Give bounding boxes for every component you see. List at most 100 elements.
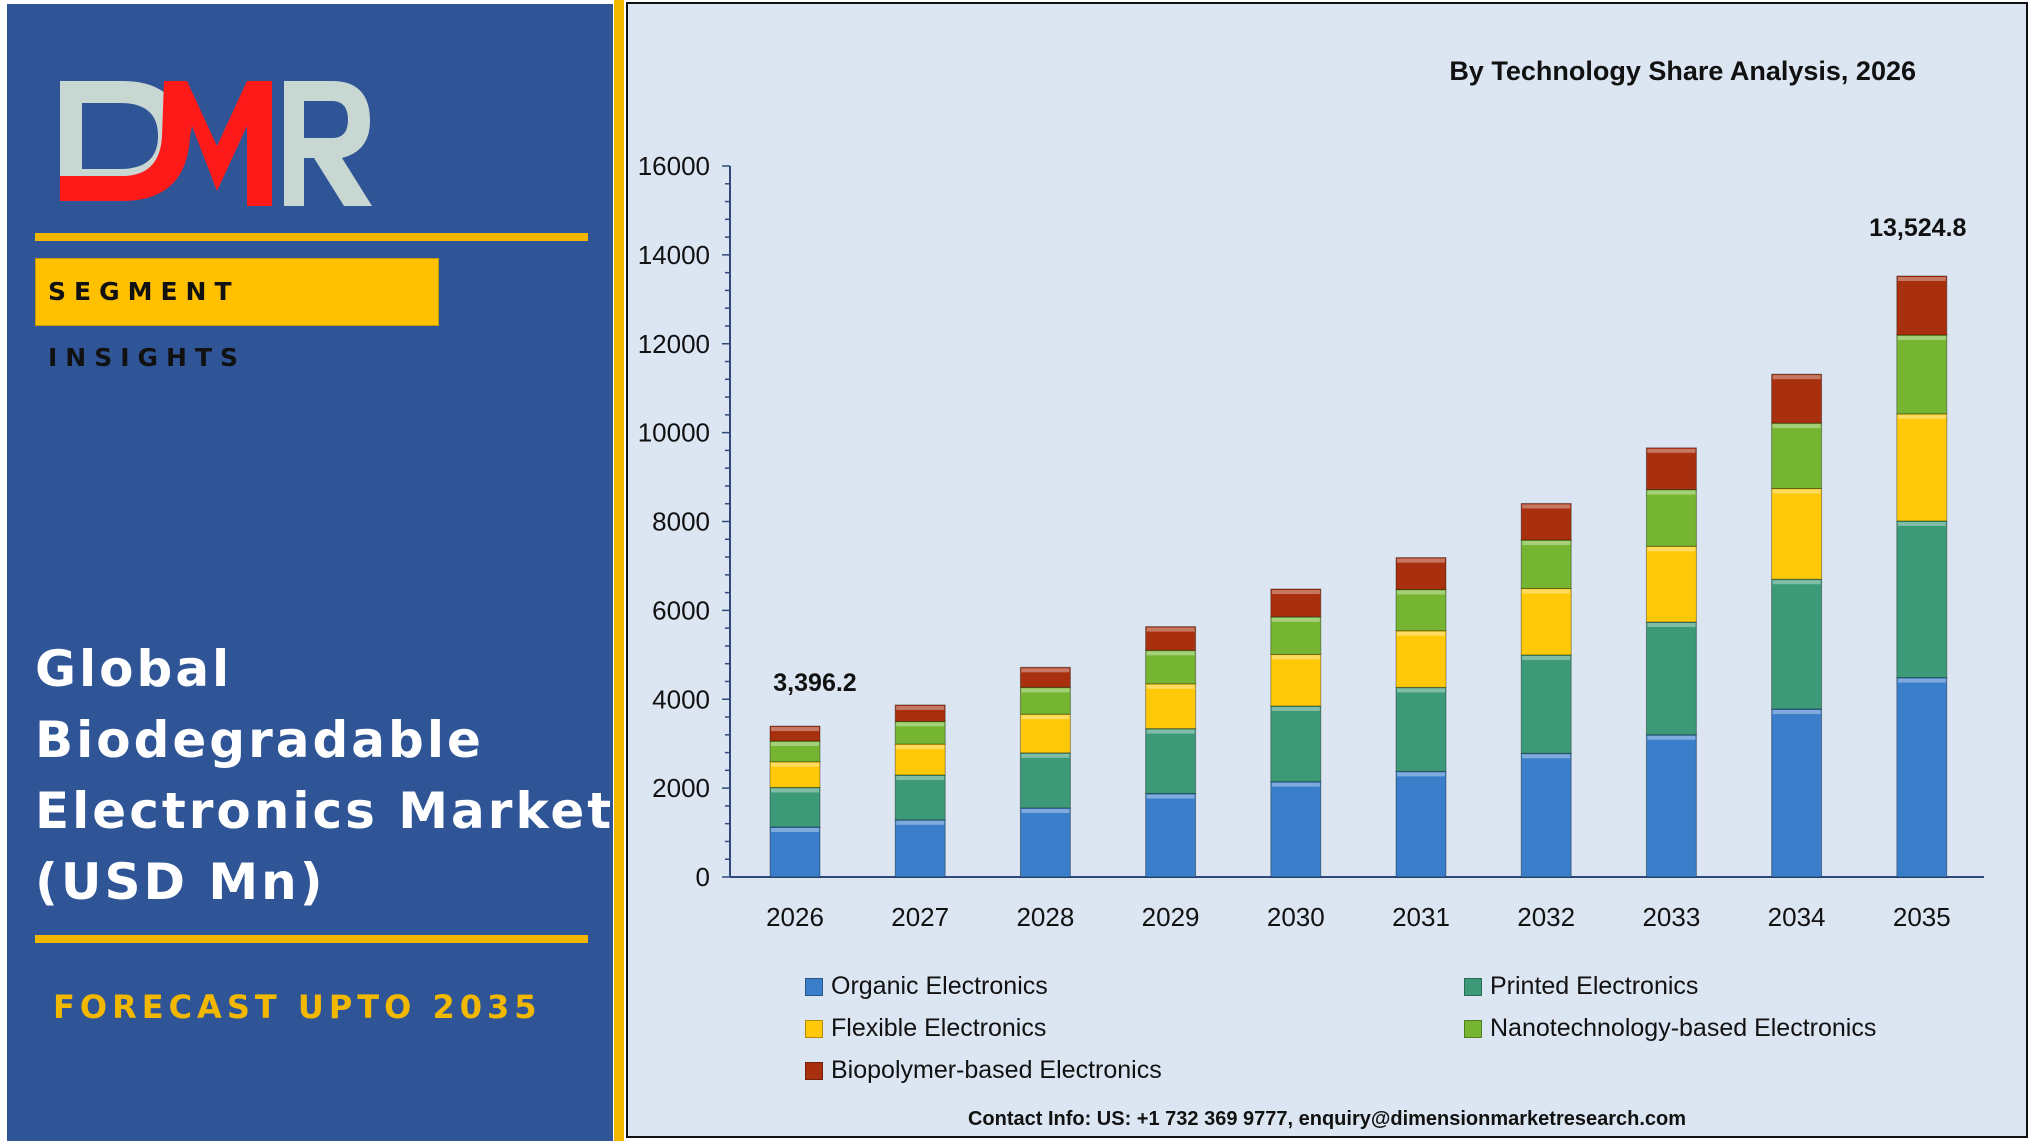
bar-segment-highlight [1146,729,1195,734]
y-tick-label: 16000 [638,151,710,181]
x-tick-label: 2032 [1517,902,1575,932]
bar-segment [769,761,821,788]
bar-segment [1019,713,1071,754]
bar-segment-highlight [1146,684,1195,689]
bar-segment [1645,621,1697,736]
bar-segment-highlight [1397,558,1445,563]
bar-segment-highlight [1271,706,1320,711]
bar-segment-highlight [1397,590,1445,595]
bar-segment [1645,734,1697,878]
bar-segment-highlight [1772,424,1821,429]
bar-segment-highlight [896,820,945,825]
y-tick-label: 10000 [638,418,710,448]
bar-segment [1896,275,1948,336]
bar-segment-highlight [1146,627,1195,632]
title-line: Biodegradable [35,711,484,769]
x-tick-label: 2027 [891,902,949,932]
bar-segment [1270,588,1322,618]
legend-swatch [805,1061,823,1080]
x-tick-label: 2026 [766,902,824,932]
x-tick-label: 2030 [1267,902,1325,932]
bar-segment [1270,653,1322,707]
bar-segment [1395,770,1447,878]
bar-segment [1520,587,1572,656]
bar-segment [1896,334,1948,415]
x-tick-label: 2035 [1893,902,1951,932]
forecast-label: FORECAST UPTO 2035 [53,988,542,1026]
bar-segment [1520,752,1572,878]
bar-segment-highlight [1522,541,1571,546]
title-line: Global [35,640,233,698]
bar-segment [1019,752,1071,809]
chart-panel: By Technology Share Analysis, 2026 0 2000… [626,2,2028,1138]
bar-segment [1145,649,1197,685]
title-line: Electronics Market [35,782,615,840]
bar-segment-highlight [1397,631,1445,636]
bar-segment [769,826,821,878]
bar-segment [1896,413,1948,522]
bar-segment [1270,705,1322,783]
market-title: Global Biodegradable Electronics Market … [35,634,614,918]
y-tick-label: 4000 [652,684,710,714]
bar-segment [1395,557,1447,590]
bar-segment-highlight [1522,754,1571,759]
y-tick-label: 8000 [652,507,710,537]
bar-segment [1270,781,1322,878]
bar-segment-highlight [1146,794,1195,799]
bar-segment-highlight [896,705,945,710]
bar-segment-highlight [1397,688,1445,693]
x-tick-label: 2029 [1142,902,1200,932]
contact-info: Contact Info: US: +1 732 369 9777, enqui… [967,1108,1687,1130]
legend-swatch [1464,1019,1482,1038]
bar-segment-highlight [1897,276,1946,281]
bar-segment-highlight [896,775,945,780]
bar-segment-highlight [1772,489,1821,494]
bar-segment-highlight [1647,622,1696,627]
bar-segment [1645,489,1697,547]
dmr-logo [60,81,372,206]
bar-segment-highlight [1397,772,1445,777]
chart-title: By Technology Share Analysis, 2026 [1449,56,1916,86]
bar-segment [894,774,946,821]
bar-segment-highlight [1522,589,1571,594]
bar-segment [1145,683,1197,730]
x-tick-label: 2034 [1768,902,1826,932]
bar-segment-highlight [1271,782,1320,787]
bar-segment-highlight [771,828,819,833]
bar-segment [1019,686,1071,715]
bar-segment [1771,422,1823,490]
legend-label: Organic Electronics [831,972,1048,1000]
divider-top [35,233,588,241]
bar-segment [1771,488,1823,580]
legend-swatch [1464,977,1482,996]
bar-segment-highlight [1897,335,1946,340]
bar-segment [1395,630,1447,688]
bar-segment-highlight [896,745,945,750]
bar-segment-highlight [1522,655,1571,660]
bar-segment [1019,807,1071,878]
legend-swatch [805,1019,823,1038]
bar-segment [1771,578,1823,710]
y-tick-label: 14000 [638,240,710,270]
left-panel: SEGMENT INSIGHTS Global Biodegradable El… [7,4,613,1141]
legend-label: Printed Electronics [1490,972,1699,1000]
bar-segment-highlight [1897,414,1946,419]
accent-strip [614,0,624,1141]
bar-segment [1771,708,1823,878]
bar-segment-highlight [1271,617,1320,622]
legend-label: Biopolymer-based Electronics [831,1056,1162,1084]
legend-swatch [805,977,823,996]
bar-segment-highlight [1897,521,1946,526]
legend-item: Flexible Electronics [805,1014,1046,1043]
bar-segment-highlight [896,722,945,727]
legend-item: Biopolymer-based Electronics [805,1056,1162,1085]
y-tick-label: 12000 [638,329,710,359]
bar-segment-highlight [1647,490,1696,495]
bar-segment [1019,666,1071,688]
bar-segment-highlight [1021,753,1070,758]
bar-segment [1896,677,1948,878]
y-tick-label: 0 [696,862,710,892]
bar-segment-highlight [1021,688,1070,693]
bar-segment [1771,373,1823,424]
bar-segment [1145,793,1197,878]
